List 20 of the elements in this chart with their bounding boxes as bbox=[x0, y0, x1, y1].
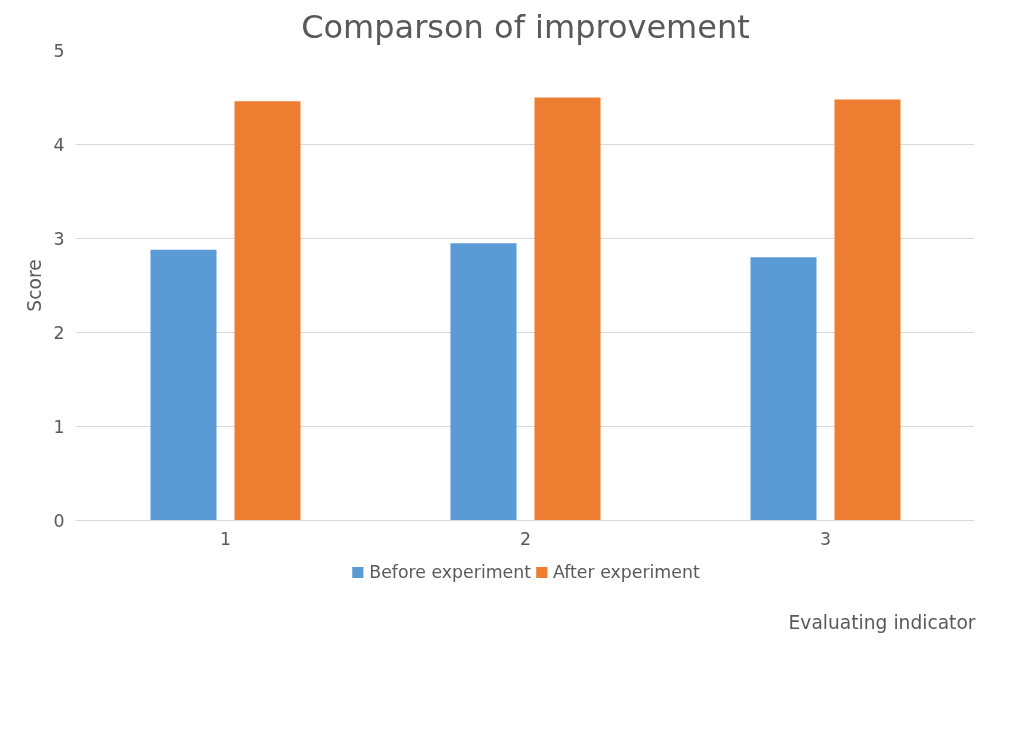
legend-label: Before experiment bbox=[369, 562, 532, 582]
y-tick-label: 0 bbox=[53, 511, 65, 531]
x-tick-label: 2 bbox=[519, 528, 532, 549]
bar bbox=[750, 257, 817, 521]
y-axis-title: Score bbox=[24, 259, 46, 312]
y-tick-label: 3 bbox=[53, 229, 65, 249]
bar bbox=[150, 249, 217, 521]
legend-label: After experiment bbox=[553, 562, 700, 582]
x-axis-title: Evaluating indicator bbox=[788, 611, 976, 633]
y-tick-label: 4 bbox=[53, 135, 65, 155]
bar bbox=[450, 243, 517, 521]
y-tick-label: 1 bbox=[53, 417, 65, 437]
bar bbox=[834, 99, 901, 521]
bar bbox=[534, 97, 601, 521]
x-tick-label: 1 bbox=[219, 528, 232, 549]
x-tick-label: 3 bbox=[819, 528, 832, 549]
bar bbox=[234, 101, 301, 521]
chart-title: Comparson of improvement bbox=[301, 7, 750, 46]
y-tick-label: 5 bbox=[53, 41, 65, 61]
y-tick-label: 2 bbox=[53, 323, 65, 343]
